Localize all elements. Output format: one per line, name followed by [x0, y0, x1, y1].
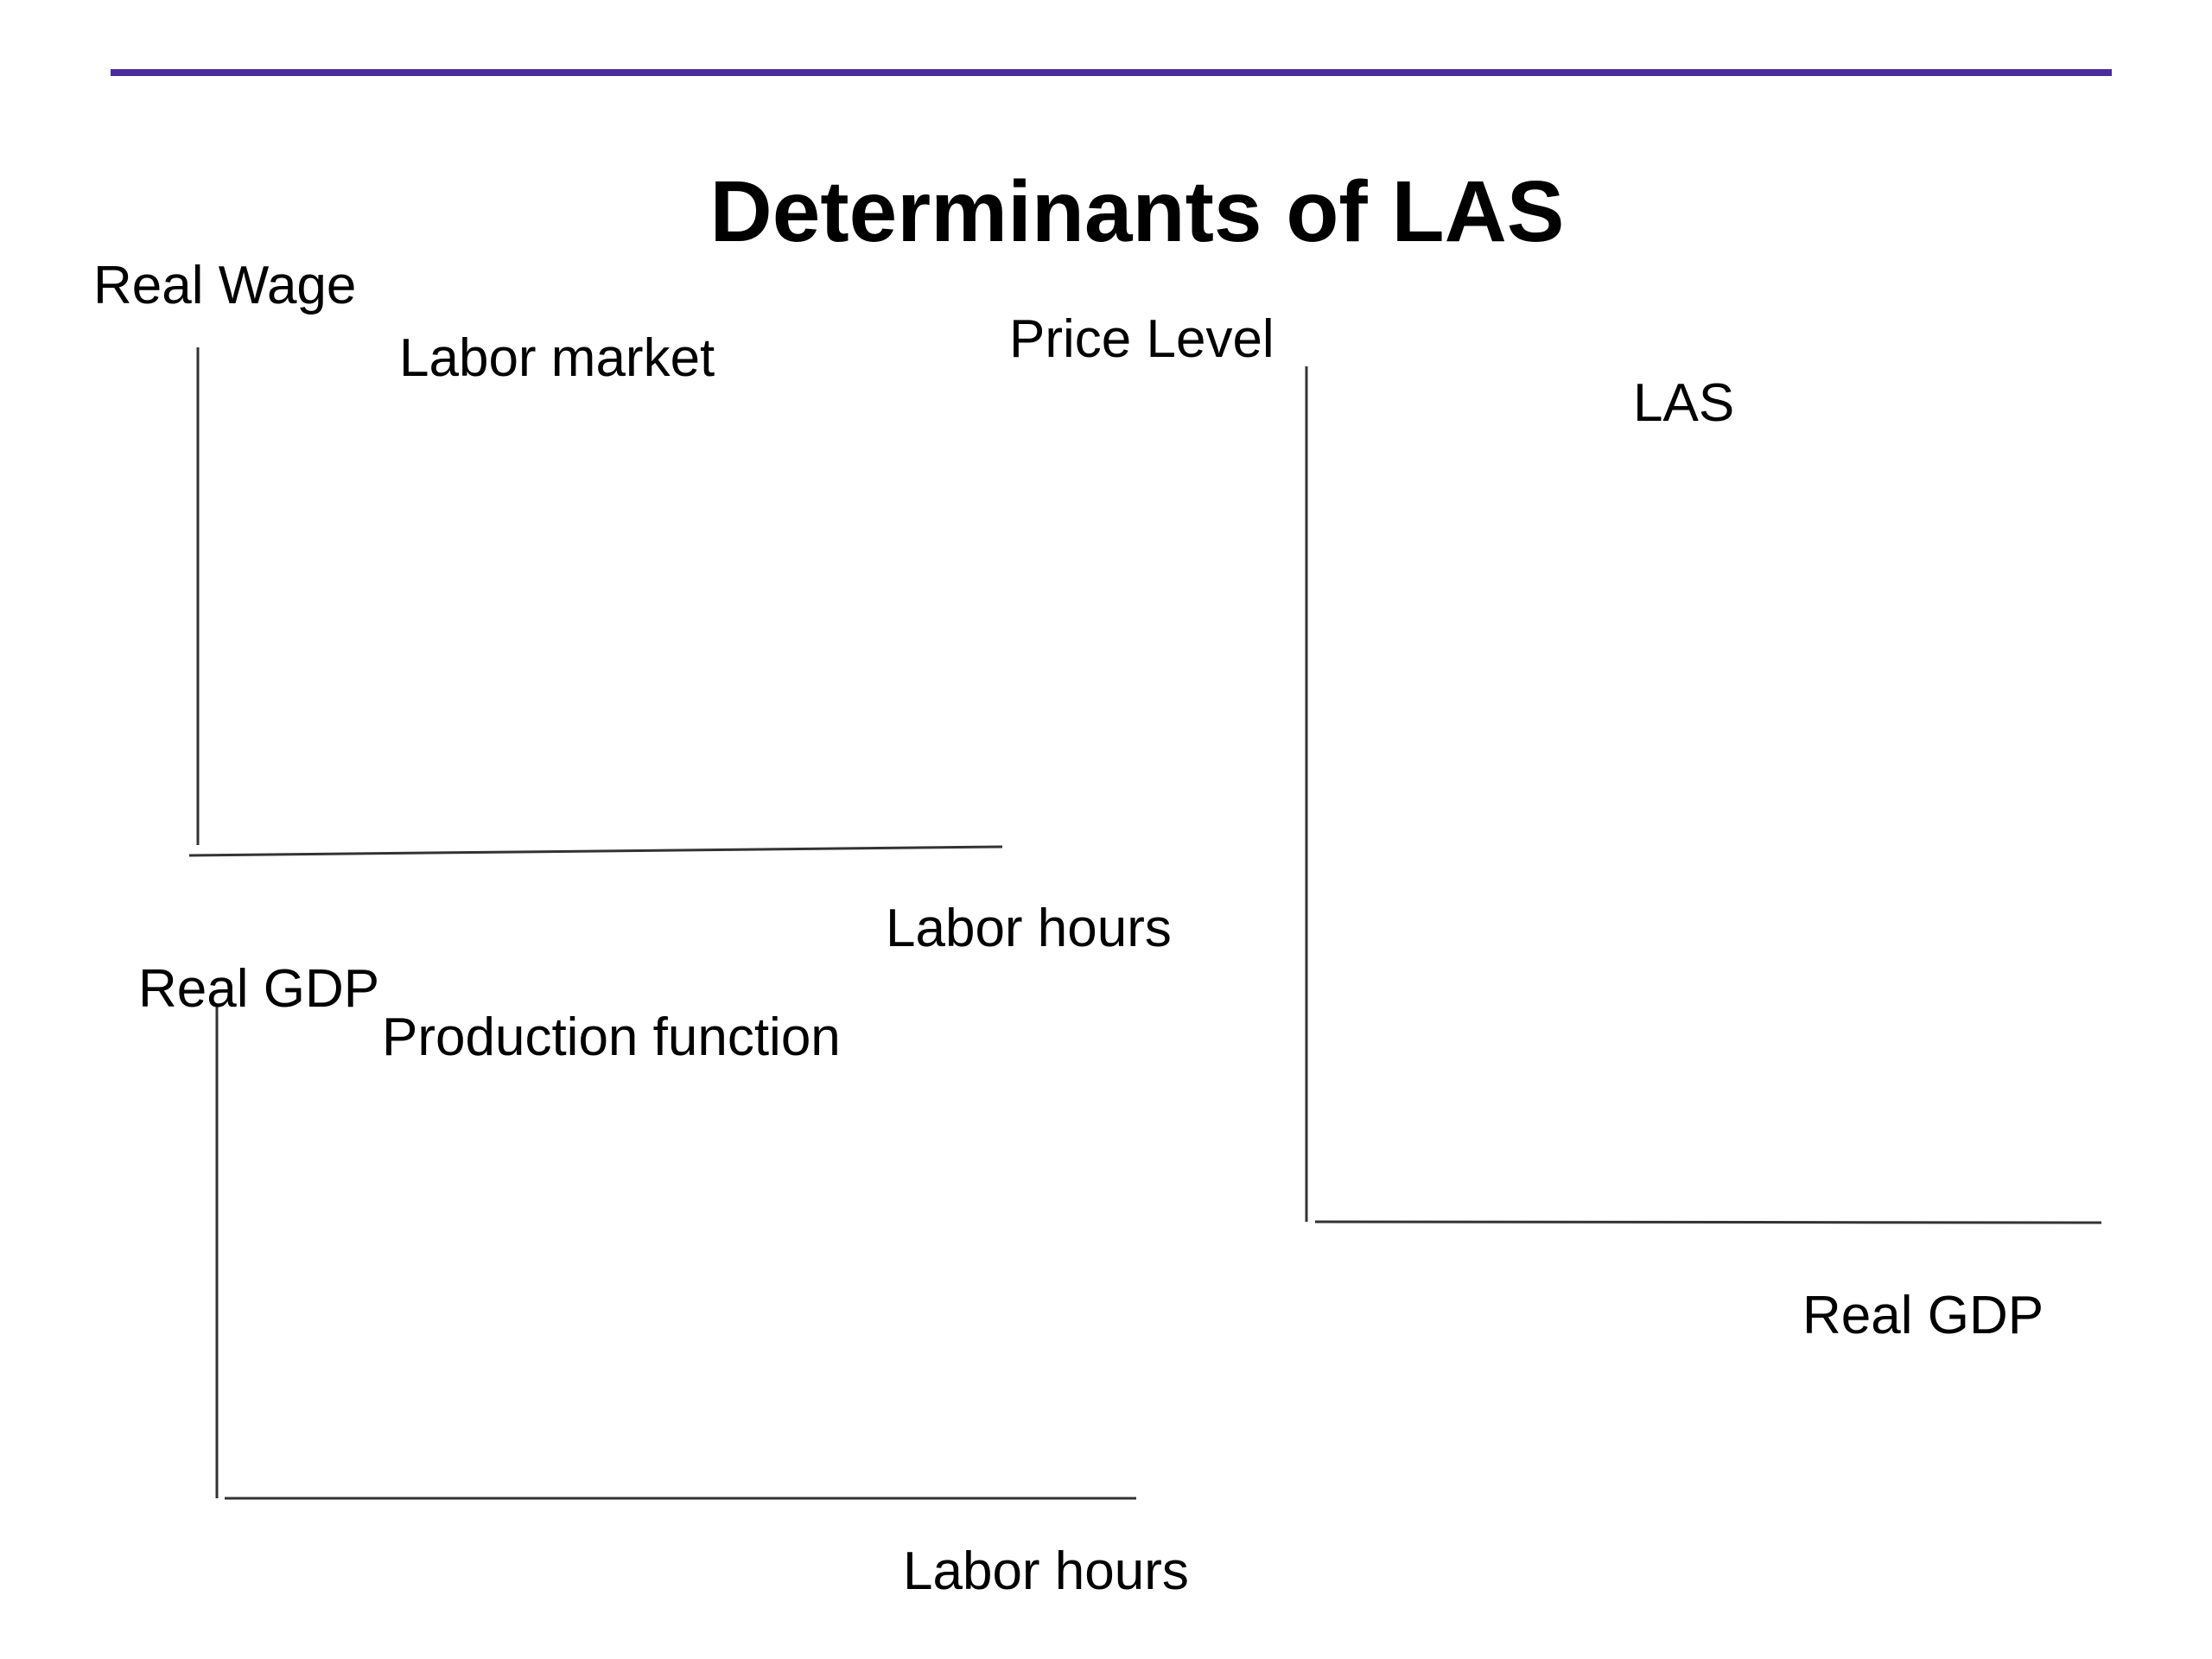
labor-market-x-axis-label: Labor hours	[886, 899, 1172, 958]
production-function-x-axis-label: Labor hours	[903, 1541, 1189, 1601]
las-x-axis	[1314, 1220, 2102, 1224]
labor-market-x-axis	[188, 845, 1003, 857]
labor-market-y-axis-label: Real Wage	[93, 256, 357, 315]
las-y-axis-label: Price Level	[1009, 309, 1274, 369]
labor-market-panel-title: Labor market	[399, 328, 715, 388]
slide-title: Determinants of LAS	[709, 163, 1565, 260]
production-function-y-axis-label: Real GDP	[138, 959, 380, 1019]
las-panel-title: LAS	[1633, 373, 1735, 433]
las-x-axis-label: Real GDP	[1802, 1286, 2044, 1345]
title-rule	[111, 69, 2112, 76]
production-function-panel-title: Production function	[382, 1007, 841, 1067]
